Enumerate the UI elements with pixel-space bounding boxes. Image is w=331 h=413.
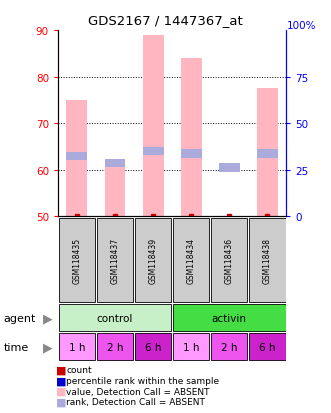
Bar — [143, 147, 164, 156]
Text: 2 h: 2 h — [221, 342, 237, 352]
Bar — [105, 159, 125, 168]
Text: rank, Detection Call = ABSENT: rank, Detection Call = ABSENT — [66, 397, 205, 406]
Bar — [257, 150, 278, 158]
Bar — [211, 334, 248, 360]
Text: ▶: ▶ — [43, 311, 53, 325]
Bar — [257, 89, 278, 217]
Text: GSM118438: GSM118438 — [263, 237, 272, 283]
Bar — [59, 218, 95, 302]
Bar — [181, 59, 202, 217]
Bar — [135, 334, 171, 360]
Bar — [173, 305, 286, 331]
Text: control: control — [97, 313, 133, 323]
Bar — [143, 36, 164, 217]
Text: percentile rank within the sample: percentile rank within the sample — [66, 376, 219, 385]
Text: 2 h: 2 h — [107, 342, 123, 352]
Text: ▶: ▶ — [43, 340, 53, 354]
Bar — [67, 101, 87, 217]
Text: 1 h: 1 h — [69, 342, 85, 352]
Bar — [59, 305, 171, 331]
Text: GDS2167 / 1447367_at: GDS2167 / 1447367_at — [88, 14, 243, 27]
Text: GSM118436: GSM118436 — [225, 237, 234, 283]
Bar — [173, 218, 210, 302]
Text: ■: ■ — [56, 397, 67, 407]
Bar — [219, 217, 240, 219]
Text: ■: ■ — [56, 375, 67, 385]
Bar — [59, 334, 95, 360]
Text: 6 h: 6 h — [145, 342, 161, 352]
Text: GSM118435: GSM118435 — [72, 237, 81, 283]
Bar — [97, 218, 133, 302]
Bar — [181, 150, 202, 158]
Text: ■: ■ — [56, 365, 67, 375]
Bar — [249, 218, 286, 302]
Text: count: count — [66, 365, 92, 374]
Bar — [249, 334, 286, 360]
Text: 100%: 100% — [286, 21, 316, 31]
Text: time: time — [3, 342, 28, 352]
Bar — [173, 334, 210, 360]
Bar — [67, 152, 87, 161]
Bar — [211, 218, 248, 302]
Text: activin: activin — [212, 313, 247, 323]
Text: 1 h: 1 h — [183, 342, 199, 352]
Bar — [105, 168, 125, 217]
Bar — [97, 334, 133, 360]
Bar — [135, 218, 171, 302]
Text: GSM118434: GSM118434 — [187, 237, 196, 283]
Text: 6 h: 6 h — [259, 342, 275, 352]
Text: GSM118439: GSM118439 — [149, 237, 158, 283]
Bar — [219, 164, 240, 172]
Text: ■: ■ — [56, 386, 67, 396]
Text: GSM118437: GSM118437 — [111, 237, 119, 283]
Text: value, Detection Call = ABSENT: value, Detection Call = ABSENT — [66, 387, 210, 396]
Text: agent: agent — [3, 313, 36, 323]
